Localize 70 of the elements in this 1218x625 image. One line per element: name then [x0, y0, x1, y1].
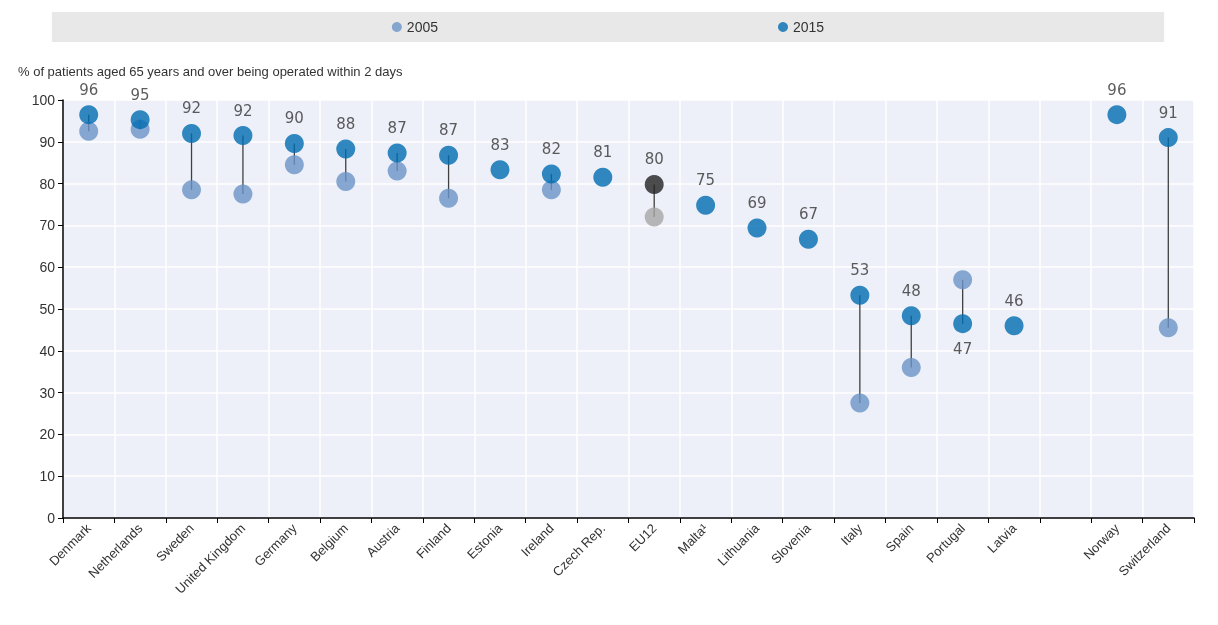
point: [1158, 128, 1178, 148]
point: [336, 139, 356, 159]
point: [644, 174, 664, 194]
y-tick-label: 0: [47, 510, 56, 526]
point: [1004, 316, 1024, 336]
y-tick-label: 90: [39, 133, 56, 150]
y-axis-title: % of patients aged 65 years and over being operated within 2 days: [18, 64, 403, 79]
data-label: 82: [541, 139, 561, 158]
point: [182, 123, 202, 143]
y-tick-label: 60: [39, 259, 56, 276]
point: [130, 110, 150, 130]
y-tick-label: 30: [39, 384, 56, 401]
point: [1158, 318, 1178, 338]
point: [541, 180, 561, 200]
data-label: 83: [490, 135, 510, 154]
y-tick-label: 100: [31, 92, 56, 108]
point: [696, 195, 716, 215]
data-label: 88: [336, 114, 356, 133]
data-label: 87: [439, 121, 459, 140]
point: [593, 167, 613, 187]
point: [233, 184, 253, 204]
point: [747, 218, 767, 238]
data-label: 95: [130, 85, 150, 104]
data-label: 92: [181, 99, 202, 118]
data-label: 53: [850, 261, 870, 280]
data-label: 48: [901, 281, 921, 300]
point: [284, 133, 304, 153]
data-label: 96: [1107, 80, 1127, 99]
point: [439, 188, 459, 208]
data-label: 47: [953, 339, 973, 358]
y-tick-label: 20: [39, 426, 56, 443]
point: [798, 229, 818, 249]
data-label: 90: [284, 109, 304, 128]
legend-label: 2005: [406, 19, 439, 35]
data-label: 67: [798, 205, 818, 224]
data-label: 46: [1004, 291, 1024, 310]
point: [901, 306, 921, 326]
data-label: 80: [644, 150, 664, 169]
data-label: 81: [593, 143, 613, 162]
y-tick-label: 50: [39, 301, 56, 317]
point: [850, 393, 870, 413]
point: [79, 121, 99, 141]
point: [79, 105, 99, 125]
y-tick-label: 10: [39, 468, 56, 485]
point: [387, 161, 407, 181]
point: [439, 145, 459, 165]
point: [541, 164, 561, 184]
point: [284, 155, 304, 175]
y-tick-label: 70: [39, 217, 56, 234]
point: [182, 180, 202, 200]
point: [336, 172, 356, 191]
data-label: 96: [79, 80, 99, 99]
data-label: 75: [696, 171, 716, 190]
point: [1107, 105, 1127, 125]
point: [953, 270, 973, 290]
data-label: 87: [387, 119, 407, 138]
point: [901, 358, 921, 378]
x-tick-label: Italy: [837, 520, 866, 549]
point: [490, 160, 510, 180]
point: [644, 207, 664, 227]
point: [850, 285, 870, 305]
y-tick-label: 80: [39, 175, 56, 192]
data-label: 69: [747, 193, 767, 212]
point: [233, 126, 253, 146]
y-tick-label: 40: [39, 342, 56, 359]
data-label: 92: [233, 101, 253, 120]
point: [387, 143, 407, 163]
data-label: 91: [1158, 103, 1178, 122]
point: [953, 314, 973, 334]
legend-label: 2015: [793, 19, 825, 35]
